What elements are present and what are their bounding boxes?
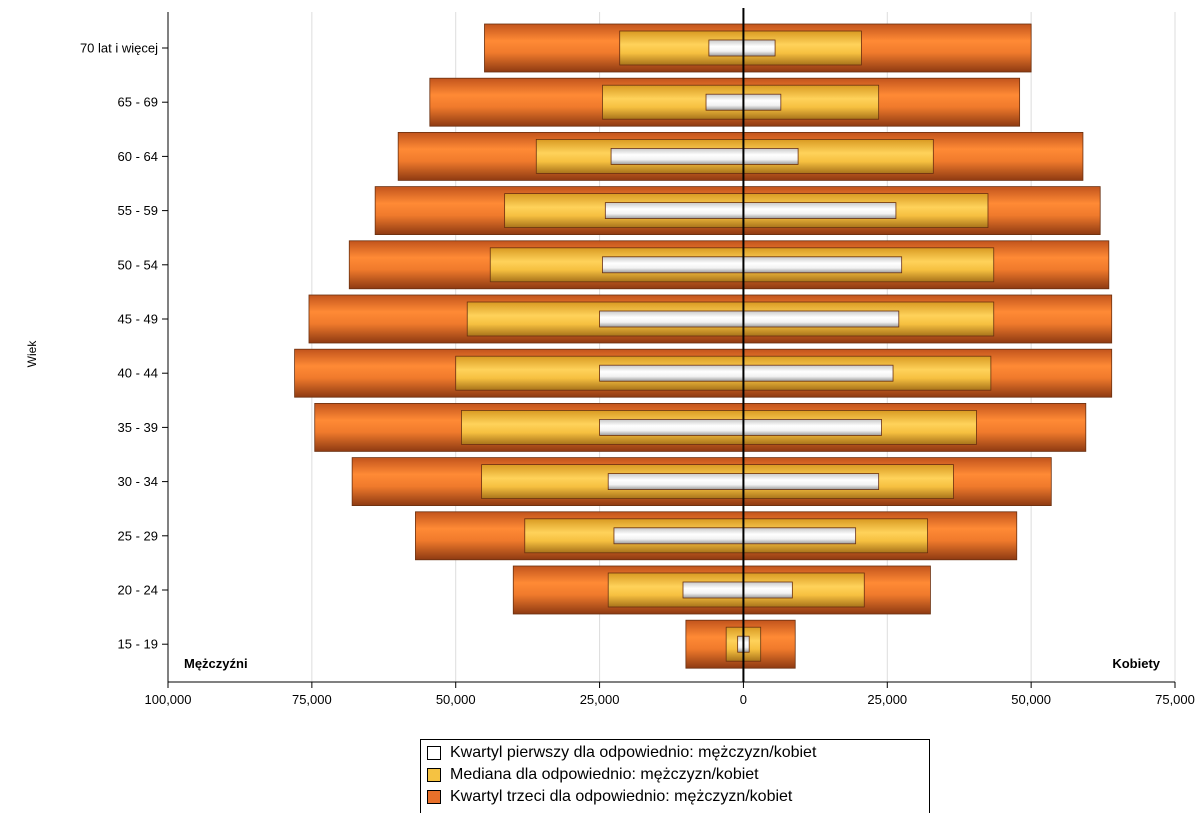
bar-women-q1 bbox=[743, 581, 793, 599]
legend-swatch-q3 bbox=[427, 790, 441, 804]
x-tick-label: 0 bbox=[740, 692, 747, 707]
legend-label-q1: Kwartyl pierwszy dla odpowiednio: mężczy… bbox=[450, 744, 817, 761]
bar-women-q1 bbox=[743, 527, 857, 545]
legend-swatch-median bbox=[427, 768, 441, 782]
x-tick-label: 25,000 bbox=[580, 692, 620, 707]
men-label: Mężczyźni bbox=[184, 656, 248, 671]
bar-men-q1 bbox=[602, 256, 744, 274]
legend-item-median: Mediana dla odpowiednio: mężczyzn/kobiet bbox=[427, 764, 929, 786]
bar-women-q1 bbox=[743, 364, 894, 382]
bar-men-q1 bbox=[610, 147, 744, 165]
y-tick-label: 70 lat i więcej bbox=[80, 41, 158, 56]
legend-label-q3: Kwartyl trzeci dla odpowiednio: mężczyzn… bbox=[450, 788, 793, 805]
legend-swatch-q1 bbox=[427, 746, 441, 760]
y-tick-label: 45 - 49 bbox=[118, 312, 158, 327]
legend-item-q3: Kwartyl trzeci dla odpowiednio: mężczyzn… bbox=[427, 786, 929, 808]
bar-men-q1 bbox=[599, 364, 744, 382]
y-tick-label: 25 - 29 bbox=[118, 528, 158, 543]
population-pyramid-chart: 100,000 75,000 50,000 25,000 0 25,000 50,000 75… bbox=[25, 8, 1195, 707]
y-tick-label: 20 - 24 bbox=[118, 583, 158, 598]
bar-men-q1 bbox=[607, 473, 744, 491]
y-tick-label: 60 - 64 bbox=[118, 149, 158, 164]
bar-men-q1 bbox=[599, 310, 744, 328]
bar-women-q1 bbox=[743, 256, 903, 274]
x-tick-label: 50,000 bbox=[1011, 692, 1051, 707]
bar-men-q1 bbox=[708, 39, 744, 57]
bar-women-q1 bbox=[743, 202, 897, 220]
bar-men-q1 bbox=[599, 418, 744, 436]
y-tick-label: 40 - 44 bbox=[118, 366, 158, 381]
x-tick-label: 50,000 bbox=[436, 692, 476, 707]
bar-men-q1 bbox=[682, 581, 744, 599]
y-tick-label: 30 - 34 bbox=[118, 474, 158, 489]
y-tick-label: 65 - 69 bbox=[118, 95, 158, 110]
y-tick-label: 35 - 39 bbox=[118, 420, 158, 435]
bar-women-q1 bbox=[743, 39, 776, 57]
axes: 100,000 75,000 50,000 25,000 0 25,000 50,000 75… bbox=[80, 8, 1195, 707]
y-tick-label: 50 - 54 bbox=[118, 257, 158, 272]
bar-men-q1 bbox=[613, 527, 744, 545]
x-tick-label: 25,000 bbox=[867, 692, 907, 707]
x-tick-label: 75,000 bbox=[292, 692, 332, 707]
x-tick-label: 100,000 bbox=[145, 692, 192, 707]
legend-label-median: Mediana dla odpowiednio: mężczyzn/kobiet bbox=[450, 766, 759, 783]
bar-women-q1 bbox=[743, 93, 782, 111]
y-tick-label: 15 - 19 bbox=[118, 637, 158, 652]
x-tick-label: 75,000 bbox=[1155, 692, 1195, 707]
bar-women-q1 bbox=[743, 473, 880, 491]
legend: Kwartyl pierwszy dla odpowiednio: mężczy… bbox=[420, 739, 930, 813]
legend-item-q1: Kwartyl pierwszy dla odpowiednio: mężczy… bbox=[427, 742, 929, 764]
y-tick-label: 55 - 59 bbox=[118, 203, 158, 218]
bar-men-q1 bbox=[604, 202, 744, 220]
bars bbox=[294, 23, 1113, 669]
bar-women-q1 bbox=[743, 147, 799, 165]
y-axis-title: Wiek bbox=[25, 340, 39, 368]
bar-women-q1 bbox=[743, 310, 900, 328]
bar-women-q1 bbox=[743, 418, 882, 436]
women-label: Kobiety bbox=[1112, 656, 1160, 671]
bar-men-q1 bbox=[705, 93, 744, 111]
